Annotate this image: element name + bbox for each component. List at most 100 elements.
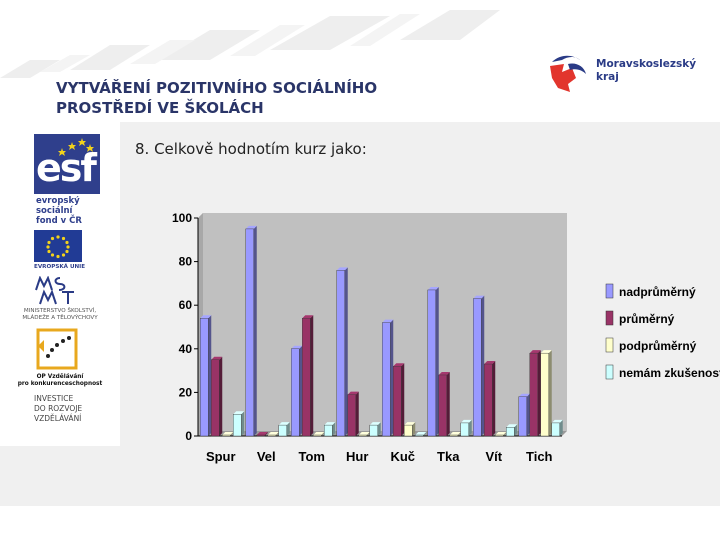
bar-side bbox=[264, 432, 268, 436]
bar-side bbox=[412, 422, 416, 436]
bar bbox=[506, 427, 515, 437]
y-tick-label: 80 bbox=[179, 255, 193, 269]
bar-top bbox=[382, 319, 394, 323]
brand-name-line-2: kraj bbox=[596, 71, 619, 83]
esf-logo-tile bbox=[34, 134, 100, 194]
bar-top bbox=[324, 422, 336, 426]
bar bbox=[200, 318, 209, 437]
bar-top bbox=[460, 419, 472, 423]
esf-logo-text: esf bbox=[36, 146, 97, 190]
bar-top bbox=[256, 432, 268, 435]
bar bbox=[233, 413, 242, 437]
bar bbox=[495, 434, 504, 437]
bar-top bbox=[540, 350, 552, 354]
bar bbox=[484, 363, 493, 437]
legend-swatch bbox=[605, 310, 614, 326]
bar-side bbox=[390, 319, 394, 436]
bar bbox=[245, 228, 254, 437]
x-tick-label: Vít bbox=[485, 449, 502, 464]
investment-slogan-line-1: INVESTICE bbox=[34, 394, 74, 403]
bar bbox=[449, 434, 458, 437]
bar-top bbox=[495, 432, 507, 435]
legend-swatch bbox=[605, 283, 614, 299]
eu-label: EVROPSKÁ UNIE bbox=[34, 264, 86, 270]
bar-side bbox=[219, 356, 223, 436]
bar-side bbox=[514, 424, 518, 436]
investment-slogan-line-3: VZDĚLÁVÁNÍ bbox=[34, 414, 82, 423]
esf-subtitle-line-2: sociální bbox=[36, 206, 73, 216]
bar bbox=[540, 352, 549, 437]
bar bbox=[222, 434, 231, 437]
investment-slogan: INVESTICE DO ROZVOJE VZDĚLÁVÁNÍ bbox=[34, 394, 82, 424]
bar-top bbox=[291, 345, 303, 349]
bar-top bbox=[245, 225, 257, 229]
bar-top bbox=[438, 371, 450, 375]
bar bbox=[438, 374, 447, 437]
bar-top bbox=[484, 361, 496, 365]
x-tick-label: Hur bbox=[346, 449, 368, 464]
bar-side bbox=[299, 345, 303, 436]
bar bbox=[427, 289, 436, 437]
bar bbox=[551, 422, 560, 437]
bar-side bbox=[321, 432, 325, 436]
bar-top bbox=[369, 422, 381, 426]
bar-top bbox=[200, 315, 212, 319]
msmt-label-line-2: MLÁDEŽE A TĚLOVÝCHOVY bbox=[22, 315, 98, 321]
bar-top bbox=[449, 432, 461, 435]
bar-side bbox=[366, 432, 370, 436]
page-title: VYTVÁŘENÍ POZITIVNÍHO SOCIÁLNÍHO PROSTŘE… bbox=[56, 78, 496, 118]
bar-top bbox=[506, 424, 518, 428]
legend-swatch bbox=[605, 337, 614, 353]
bar-side bbox=[310, 315, 314, 436]
bar bbox=[267, 434, 276, 437]
bar-side bbox=[446, 371, 450, 436]
header-stripes-decoration bbox=[0, 10, 500, 78]
x-tick-label: Tom bbox=[299, 449, 325, 464]
bar-top bbox=[358, 432, 370, 435]
msmt-logo-icon bbox=[35, 276, 74, 305]
legend-label: nadprůměrný bbox=[619, 285, 696, 299]
bar-top bbox=[302, 315, 314, 319]
title-line-2: PROSTŘEDÍ VE ŠKOLÁCH bbox=[56, 99, 264, 117]
bar bbox=[313, 434, 322, 437]
y-tick-label: 0 bbox=[185, 429, 192, 443]
bar-side bbox=[286, 422, 290, 436]
moravian-silesian-region-logo-icon bbox=[550, 55, 586, 92]
title-line-1: VYTVÁŘENÍ POZITIVNÍHO SOCIÁLNÍHO bbox=[56, 79, 378, 97]
brand-name: Moravskoslezský kraj bbox=[596, 58, 696, 84]
y-tick-label: 40 bbox=[179, 342, 193, 356]
bar-side bbox=[503, 432, 507, 436]
bar-top bbox=[313, 432, 325, 435]
bar-side bbox=[401, 363, 405, 436]
bar-side bbox=[481, 295, 485, 436]
bar-side bbox=[526, 393, 530, 436]
bar-top bbox=[415, 432, 427, 435]
investment-slogan-line-2: DO ROZVOJE bbox=[34, 404, 83, 413]
bar-side bbox=[253, 225, 257, 436]
op-label-line-2: pro konkurenceschopnost bbox=[17, 381, 103, 387]
bar-top bbox=[347, 391, 359, 395]
bar-side bbox=[344, 267, 348, 436]
bar-side bbox=[492, 361, 496, 436]
bar bbox=[460, 422, 469, 437]
bar-top bbox=[551, 419, 563, 423]
bar bbox=[404, 424, 413, 437]
eu-stars-icon bbox=[58, 138, 94, 156]
x-tick-label: Vel bbox=[257, 449, 276, 464]
bar bbox=[358, 434, 367, 437]
op-label-line-1: OP Vzdělávání bbox=[36, 374, 84, 380]
op-vzdelavani-logo-icon bbox=[36, 328, 78, 370]
eu-flag-stars-icon bbox=[46, 235, 70, 259]
msmt-label: MINISTERSTVO ŠKOLSTVÍ, MLÁDEŽE A TĚLOVÝC… bbox=[8, 308, 112, 322]
bar bbox=[211, 359, 220, 437]
bar-side bbox=[423, 432, 427, 436]
bar-top bbox=[233, 411, 245, 415]
bar-top bbox=[427, 286, 439, 290]
footer-band bbox=[0, 446, 120, 506]
course-rating-bar-chart: 0 20 40 60 80 100 Spur Vel Tom Hur Kuč Tka Vít Tich na… bbox=[172, 211, 720, 464]
legend-label: podprůměrný bbox=[619, 339, 697, 353]
bar-top bbox=[518, 393, 530, 397]
y-tick-label: 20 bbox=[179, 385, 193, 399]
bar-side bbox=[208, 315, 212, 436]
legend-label: nemám zkušenost bbox=[619, 366, 720, 380]
